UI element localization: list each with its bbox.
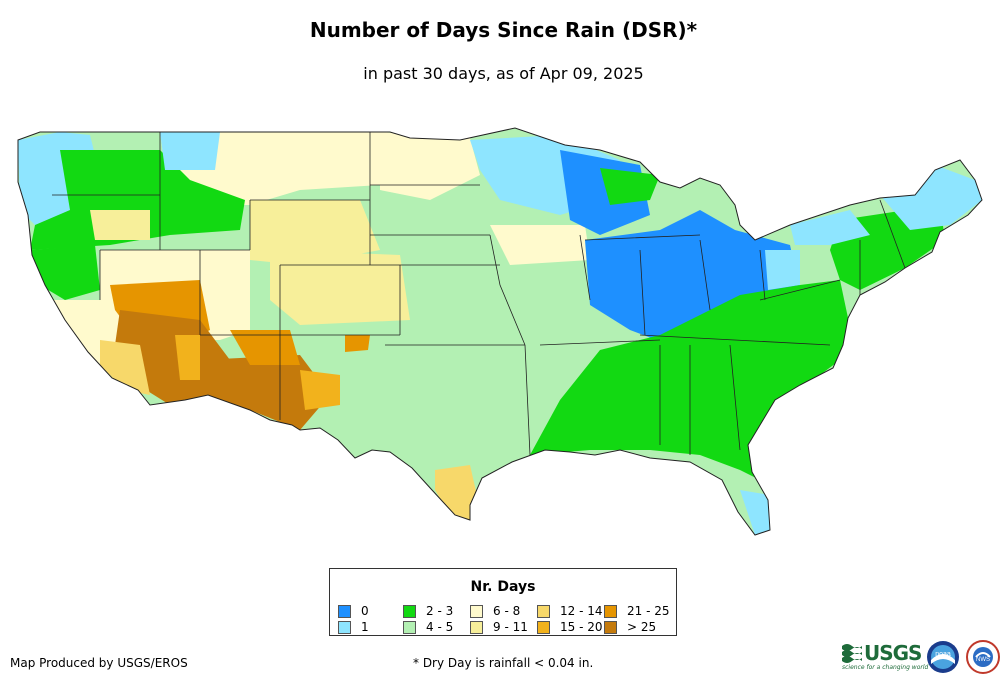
legend-swatch xyxy=(338,620,351,634)
state-boundaries xyxy=(52,132,906,456)
svg-text:NWS: NWS xyxy=(976,657,990,663)
legend-item: 12 - 14 xyxy=(537,604,604,618)
legend-label: 6 - 8 xyxy=(493,604,521,618)
legend-item: 21 - 25 xyxy=(604,604,674,618)
legend-swatch xyxy=(470,604,483,618)
svg-text:noaa: noaa xyxy=(935,651,951,658)
usgs-wordmark: USGS xyxy=(864,641,922,665)
legend-label: 4 - 5 xyxy=(426,620,454,634)
legend-label: 9 - 11 xyxy=(493,620,528,634)
legend-item: 6 - 8 xyxy=(470,604,537,618)
legend-label: 1 xyxy=(361,620,369,634)
dsr-color-regions xyxy=(18,128,982,535)
dry-day-note: * Dry Day is rainfall < 0.04 in. xyxy=(413,656,594,670)
legend-swatch xyxy=(403,620,416,634)
nws-logo: NWS xyxy=(966,640,1000,674)
legend-item: 0 xyxy=(338,604,403,618)
legend: Nr. Days 0 2 - 3 6 - 8 12 - 14 21 - 25 1 4 - 5… xyxy=(329,568,677,636)
legend-swatch xyxy=(537,620,550,634)
legend-swatch xyxy=(470,620,483,634)
legend-title: Nr. Days xyxy=(470,579,536,595)
legend-label: 0 xyxy=(361,604,369,618)
legend-label: 15 - 20 xyxy=(560,620,603,634)
legend-item: 9 - 11 xyxy=(470,620,537,634)
legend-swatch xyxy=(537,604,550,618)
usgs-wave-icon xyxy=(842,644,862,663)
map-subtitle: in past 30 days, as of Apr 09, 2025 xyxy=(363,64,644,83)
legend-label: 2 - 3 xyxy=(426,604,454,618)
usgs-logo: USGS science for a changing world xyxy=(842,641,928,676)
legend-swatch xyxy=(604,604,617,618)
map-title: Number of Days Since Rain (DSR)* xyxy=(309,18,698,42)
agency-logos: USGS science for a changing world noaa N… xyxy=(842,640,1002,676)
legend-item: 15 - 20 xyxy=(537,620,604,634)
legend-item: 1 xyxy=(338,620,403,634)
legend-item: 4 - 5 xyxy=(403,620,470,634)
legend-swatch xyxy=(403,604,416,618)
producer-credit: Map Produced by USGS/EROS xyxy=(10,656,188,670)
legend-label: > 25 xyxy=(627,620,657,634)
legend-label: 21 - 25 xyxy=(627,604,670,618)
legend-swatch xyxy=(604,620,617,634)
legend-item: 2 - 3 xyxy=(403,604,470,618)
legend-grid: 0 2 - 3 6 - 8 12 - 14 21 - 25 1 4 - 5 9 - 11 15 … xyxy=(338,604,674,634)
legend-label: 12 - 14 xyxy=(560,604,603,618)
legend-item: > 25 xyxy=(604,620,674,634)
legend-swatch xyxy=(338,604,351,618)
noaa-logo: noaa xyxy=(927,641,959,673)
usgs-tagline: science for a changing world xyxy=(842,664,929,671)
